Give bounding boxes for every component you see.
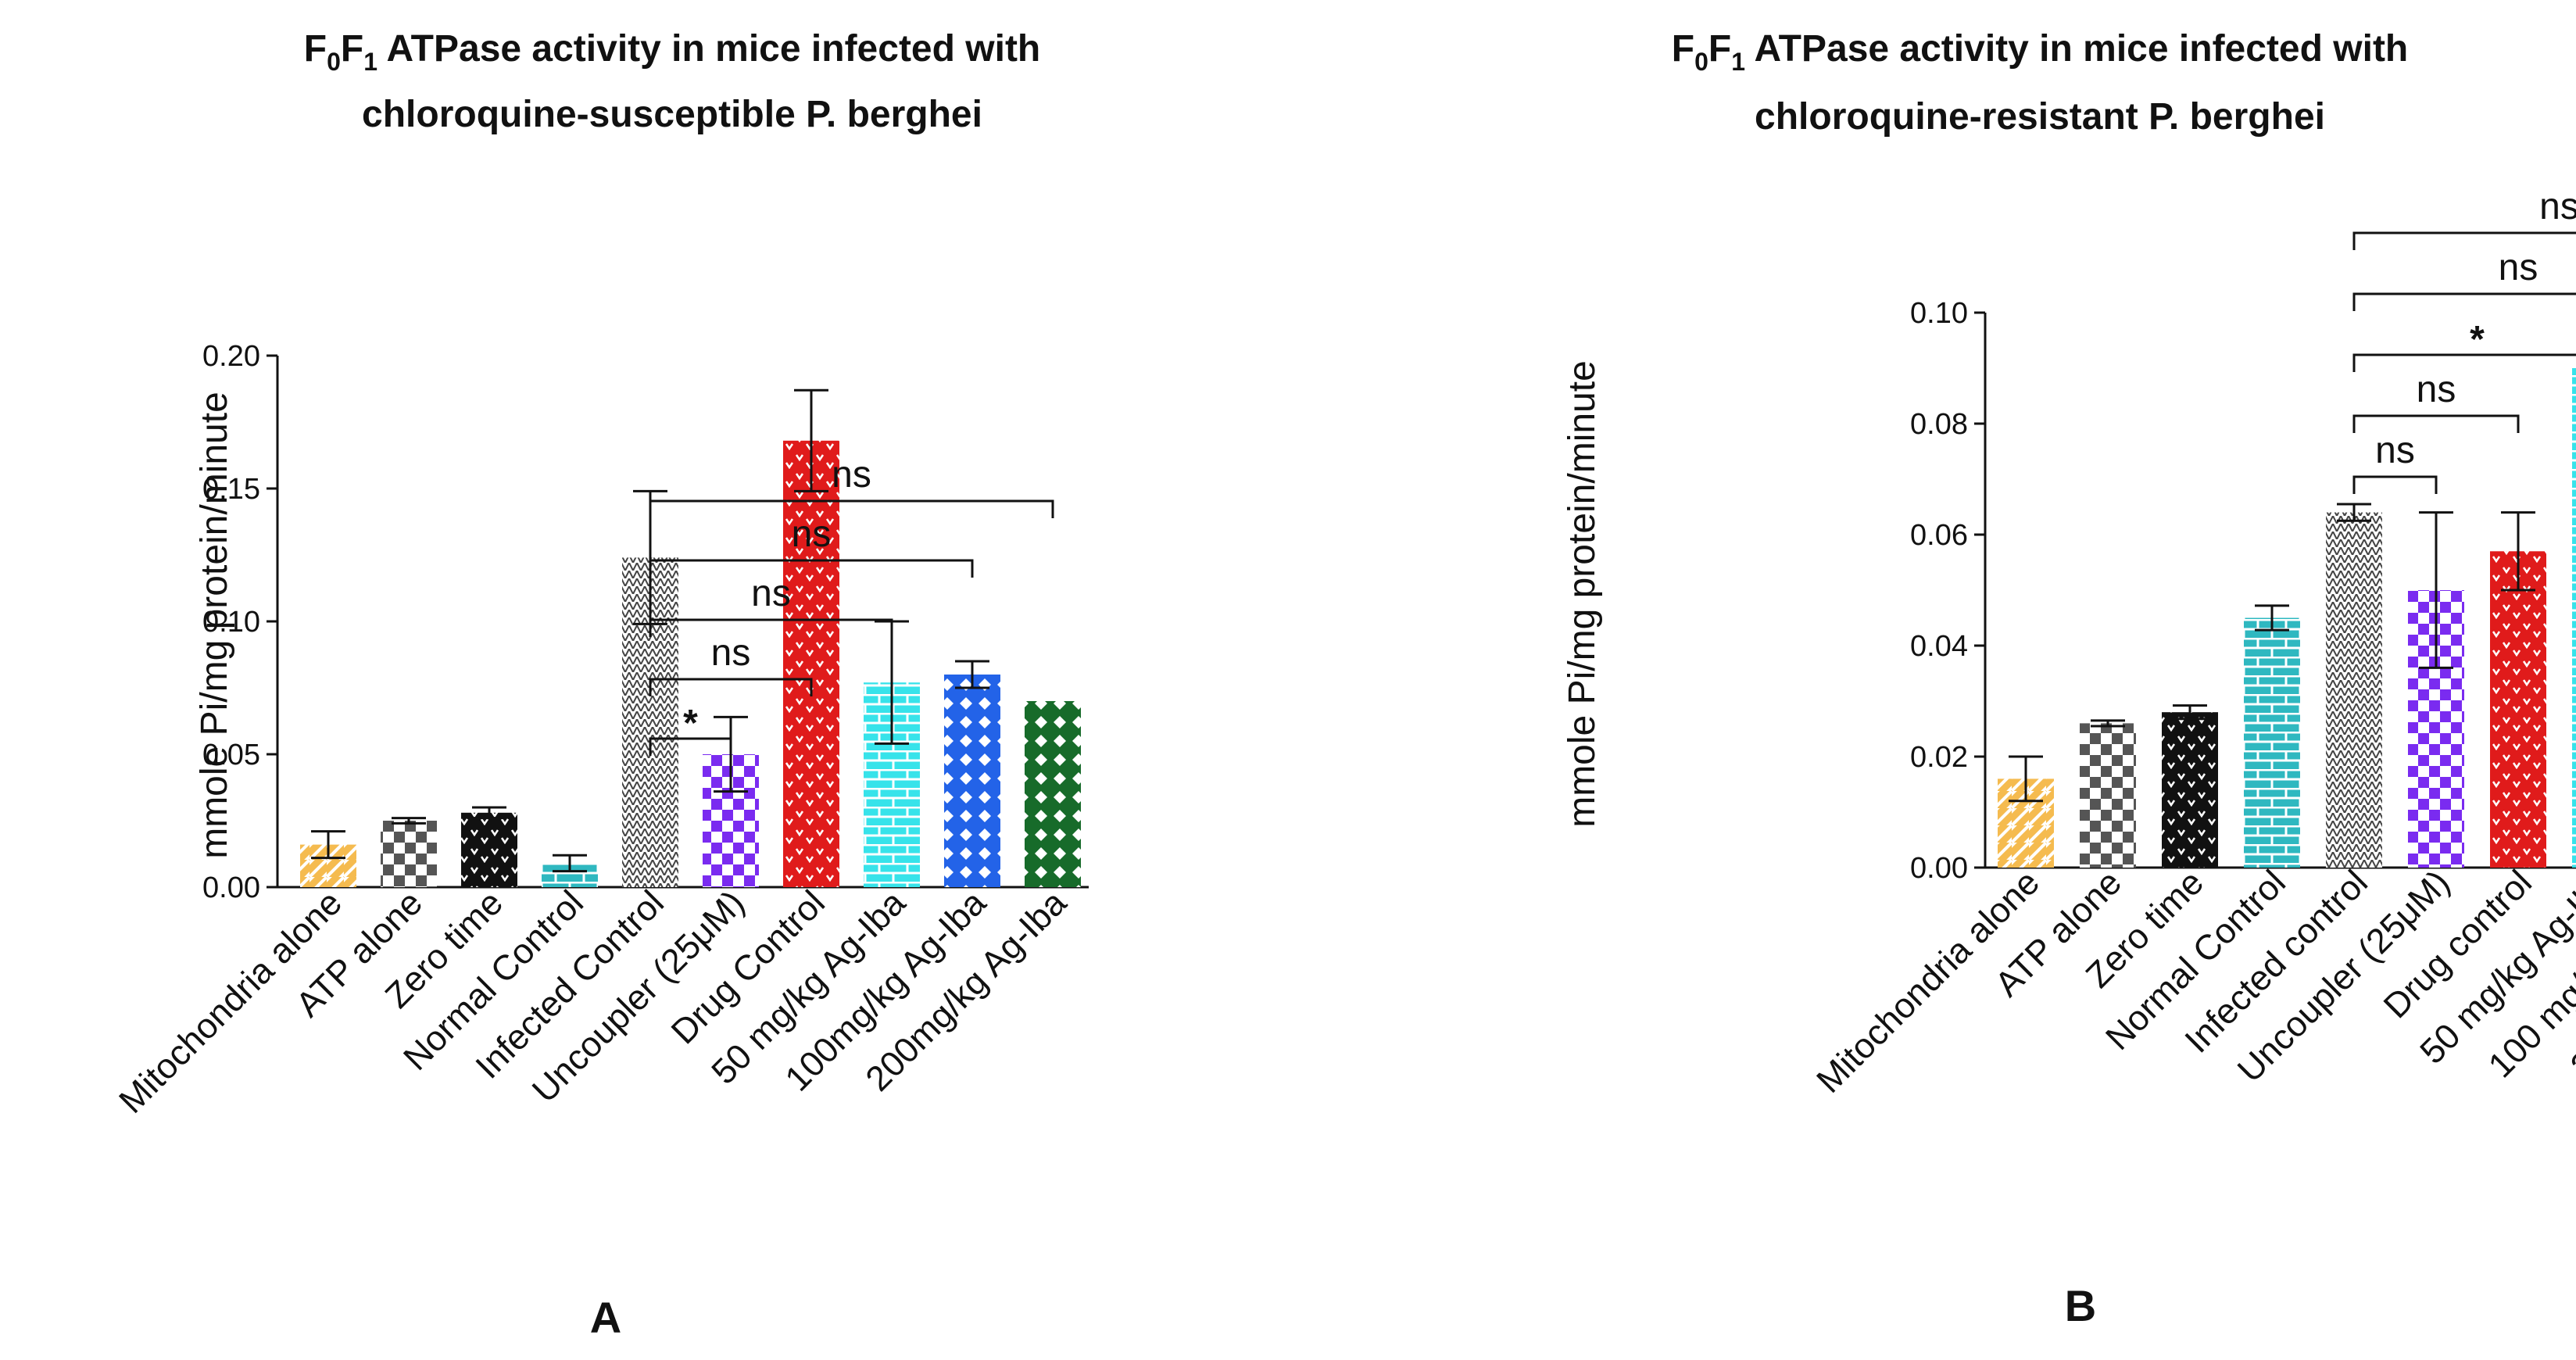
- bar: [2162, 712, 2218, 868]
- panel-b-chart: F0F1 ATPase activity in mice infected wi…: [1562, 28, 2576, 1330]
- bar: [2080, 723, 2136, 868]
- y-tick-label: 0.15: [202, 473, 260, 506]
- panel-label: B: [2065, 1281, 2096, 1330]
- y-axis-label: mmole Pi/mg protein/minute: [1562, 360, 1603, 828]
- significance-label: ns: [792, 514, 832, 555]
- y-tick-label: 0.20: [202, 340, 260, 373]
- chart-title-line-1: F0F1 ATPase activity in mice infected wi…: [1672, 28, 2409, 76]
- significance-label: *: [2470, 319, 2485, 360]
- bar: [2572, 368, 2576, 868]
- significance-label: ns: [2499, 247, 2538, 288]
- significance-label: ns: [2539, 186, 2576, 227]
- y-tick-label: 0.05: [202, 739, 260, 771]
- bar: [783, 440, 839, 887]
- significance-bracket: [2352, 231, 2576, 250]
- chart-title-line-2: chloroquine-resistant P. berghei: [1755, 96, 2325, 138]
- y-tick-label: 0.08: [1910, 408, 1968, 441]
- bar: [1025, 701, 1081, 887]
- chart-title-line-2: chloroquine-susceptible P. berghei: [362, 94, 982, 135]
- panel-a-chart: F0F1 ATPase activity in mice infected wi…: [111, 28, 1089, 1342]
- y-tick-label: 0.06: [1910, 519, 1968, 552]
- y-tick-label: 0.10: [202, 606, 260, 639]
- significance-bracket: [649, 618, 893, 637]
- significance-label: *: [683, 703, 698, 744]
- bar: [944, 675, 1000, 887]
- chart-title-line-1: F0F1 ATPase activity in mice infected wi…: [304, 28, 1041, 76]
- y-tick-label: 0.02: [1910, 741, 1968, 774]
- significance-label: ns: [751, 573, 791, 614]
- significance-bracket: [2352, 353, 2576, 372]
- significance-bracket: [649, 499, 1054, 518]
- significance-bracket: [649, 678, 813, 696]
- significance-bracket: [2352, 475, 2438, 494]
- y-tick-label: 0.00: [1910, 852, 1968, 885]
- significance-bracket: [2352, 292, 2576, 311]
- y-tick-label: 0.10: [1910, 297, 1968, 330]
- significance-label: ns: [832, 454, 871, 496]
- bar: [2244, 617, 2300, 868]
- significance-bracket: [649, 559, 974, 578]
- significance-label: ns: [2375, 430, 2415, 471]
- y-axis-label: mmole Pi/mg protein/minute: [194, 392, 235, 859]
- y-tick-label: 0.00: [202, 871, 260, 904]
- bar: [381, 821, 437, 887]
- significance-label: ns: [711, 632, 751, 674]
- bar: [461, 812, 517, 887]
- panel-label: A: [590, 1293, 621, 1342]
- bar: [2326, 512, 2382, 868]
- significance-label: ns: [2417, 369, 2456, 410]
- y-tick-label: 0.04: [1910, 630, 1968, 663]
- significance-bracket: [2352, 414, 2520, 433]
- significance-bracket: [649, 737, 732, 756]
- bar: [2490, 551, 2546, 868]
